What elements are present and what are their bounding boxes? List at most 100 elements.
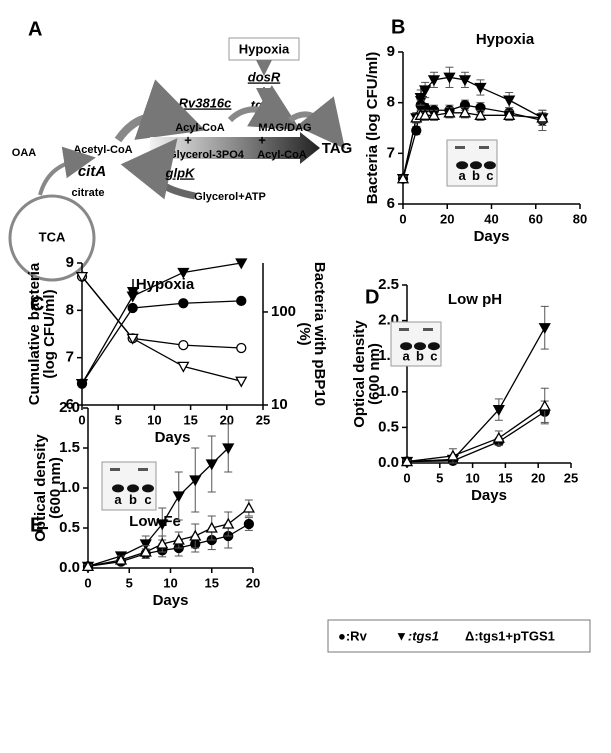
point [446, 449, 460, 461]
point [427, 108, 441, 120]
x-tick-label: 20 [531, 470, 545, 485]
label: Acyl-CoA [257, 149, 307, 161]
point [492, 404, 505, 416]
point [235, 376, 248, 388]
point [172, 533, 185, 545]
inset-label: b [129, 492, 137, 507]
point [222, 517, 235, 529]
gel-band [427, 342, 440, 351]
point [458, 75, 472, 87]
point [75, 271, 89, 283]
x-axis-label: Days [155, 429, 191, 446]
x-tick-label: 25 [256, 412, 270, 427]
x-tick-label: 15 [205, 575, 219, 590]
y-tick-label: 6 [387, 195, 395, 212]
x-tick-label: 15 [183, 412, 197, 427]
y-tick-label: 0.0 [378, 454, 399, 471]
x-tick-label: 25 [564, 470, 578, 485]
point [474, 108, 487, 120]
panel-label: C [30, 293, 44, 315]
label: Acetyl-CoA [73, 144, 132, 156]
chart-title: Hypoxia [136, 276, 195, 293]
gel-band [479, 146, 489, 149]
chart-title: Hypoxia [476, 31, 535, 48]
y-tick-label: 8 [66, 301, 74, 318]
y-axis-label: (600 nm) [366, 343, 383, 405]
point [177, 361, 190, 373]
point [205, 521, 218, 533]
point [236, 342, 247, 354]
x-tick-label: 15 [498, 470, 512, 485]
x-tick-label: 0 [399, 211, 406, 226]
point [396, 172, 410, 184]
gel-band [456, 161, 469, 170]
point [492, 431, 505, 443]
point [139, 539, 152, 551]
y-tick-label: 7 [66, 349, 74, 366]
point [538, 323, 551, 335]
inset-label: a [114, 492, 122, 507]
point [236, 295, 247, 307]
y-tick-label: 1.0 [59, 479, 80, 496]
point [127, 302, 138, 314]
pathway-arrow [150, 132, 320, 164]
label: Glycerol-3PO4 [168, 149, 245, 161]
legend-entry: ▼:tgs1 [395, 628, 439, 643]
point [400, 455, 414, 467]
y-tick-label: 0.0 [59, 559, 80, 576]
gel-band [400, 342, 413, 351]
point [75, 379, 89, 391]
x-tick-label: 10 [147, 412, 161, 427]
gel-band [414, 342, 426, 351]
label: + [258, 132, 266, 147]
point [139, 545, 152, 557]
label: TCA [39, 229, 66, 244]
y-axis-label: Cumulative bacteria [26, 262, 43, 405]
gel-band [110, 468, 120, 471]
x-tick-label: 80 [573, 211, 587, 226]
point [538, 399, 551, 411]
series-line [406, 327, 546, 463]
point [178, 298, 189, 309]
gel-band [470, 161, 482, 170]
y-tick-label: 0.5 [59, 519, 80, 536]
inset-label: c [486, 168, 493, 183]
y-tick-label: 9 [387, 43, 395, 60]
label: TAG [322, 140, 353, 157]
diagram: A Hypoxia dosR Rv3816c tgs1 OAA Acetyl-C… [8, 18, 353, 282]
y-tick-label: 6 [66, 396, 74, 413]
arrow [288, 96, 345, 149]
x-tick-label: 10 [465, 470, 479, 485]
legend [327, 619, 591, 653]
point [503, 95, 516, 107]
point [177, 267, 190, 279]
arrow [114, 79, 206, 143]
x-tick-label: 20 [440, 211, 454, 226]
y-tick-label: 2.0 [59, 399, 80, 416]
x-tick-label: 10 [163, 575, 177, 590]
inset-label: b [416, 349, 424, 364]
x-axis-label: Days [153, 592, 189, 609]
point [242, 501, 255, 513]
y2-tick-label: 100 [271, 303, 296, 320]
y-tick-label: 2.5 [378, 276, 399, 293]
series-line [81, 262, 242, 385]
point [156, 537, 169, 549]
x-tick-label: 0 [403, 470, 410, 485]
label: dosR [248, 69, 281, 84]
series-line [81, 300, 242, 385]
y-axis-label: Optical density [351, 320, 368, 428]
y2-axis-label: (%) [296, 322, 313, 345]
x-tick-label: 5 [126, 575, 133, 590]
point [178, 339, 189, 351]
inset-label: a [402, 349, 410, 364]
gel-band [423, 328, 433, 331]
point [443, 72, 456, 84]
y-axis-label: (600 nm) [47, 457, 64, 519]
point [172, 491, 185, 503]
tca-cycle [8, 194, 96, 282]
label: Hypoxia [239, 41, 290, 56]
y-axis-label: Optical density [32, 434, 49, 542]
gel-band [138, 468, 148, 471]
